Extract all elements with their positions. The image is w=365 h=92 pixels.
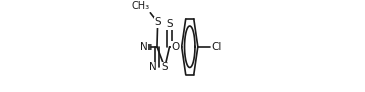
Text: N: N — [149, 62, 156, 72]
Text: S: S — [161, 62, 168, 72]
Text: Cl: Cl — [211, 42, 222, 52]
Text: N: N — [139, 42, 147, 52]
Text: CH₃: CH₃ — [132, 1, 150, 11]
Text: S: S — [154, 17, 161, 27]
Text: O: O — [172, 42, 180, 52]
Text: S: S — [166, 19, 173, 29]
